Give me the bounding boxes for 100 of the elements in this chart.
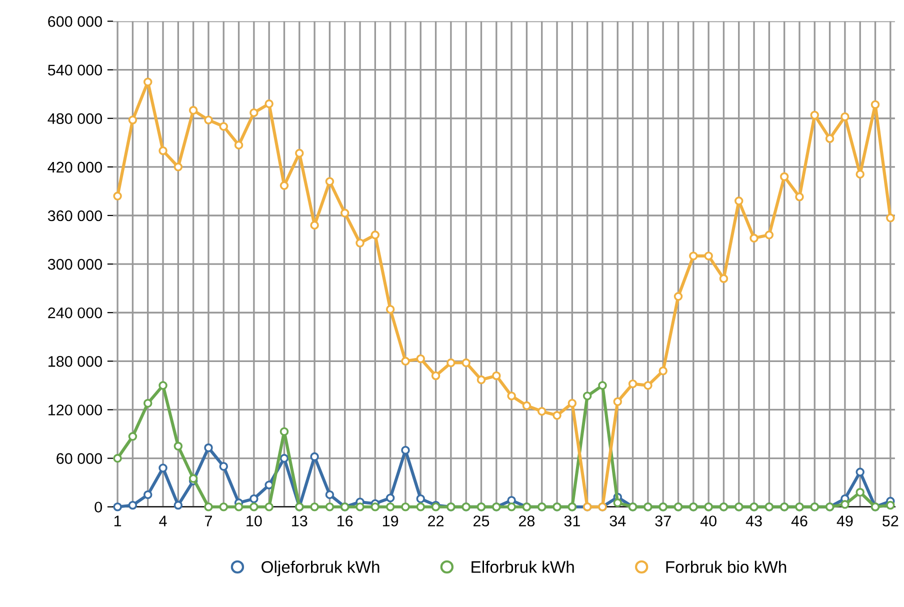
y-tick-label: 300 000 xyxy=(48,258,102,270)
point xyxy=(856,170,864,179)
point xyxy=(689,252,698,260)
point xyxy=(310,502,319,512)
point xyxy=(325,502,334,512)
point xyxy=(264,502,274,512)
point xyxy=(856,488,864,497)
point xyxy=(113,502,122,512)
point xyxy=(158,146,168,156)
legend-label: Forbruk bio kWh xyxy=(666,560,786,573)
point xyxy=(204,502,213,512)
y-tick-label: 420 000 xyxy=(48,162,102,173)
point xyxy=(204,443,213,452)
point xyxy=(204,116,213,124)
point xyxy=(325,490,334,500)
point xyxy=(886,214,895,222)
point xyxy=(143,490,152,500)
point xyxy=(310,452,319,462)
point xyxy=(386,304,395,314)
point xyxy=(552,411,562,420)
point xyxy=(658,366,668,376)
point xyxy=(295,148,304,158)
point xyxy=(174,162,183,172)
point xyxy=(825,134,834,143)
point xyxy=(537,406,546,416)
x-tick-label: 25 xyxy=(474,516,490,526)
point xyxy=(401,446,410,455)
point xyxy=(870,100,880,109)
y-tick-label: 120 000 xyxy=(48,404,102,416)
x-tick-label: 19 xyxy=(382,516,398,526)
point xyxy=(219,462,228,471)
point xyxy=(462,358,470,368)
point xyxy=(219,502,228,512)
point xyxy=(446,358,456,368)
point xyxy=(340,208,350,218)
y-tick-label: 360 000 xyxy=(48,210,102,222)
point xyxy=(856,468,864,476)
legend-label: Oljeforbruk kWh xyxy=(262,560,380,576)
x-tick-label: 34 xyxy=(610,516,626,526)
point xyxy=(113,454,122,463)
point xyxy=(356,238,364,248)
point xyxy=(750,234,758,243)
point xyxy=(795,192,804,202)
point xyxy=(416,354,426,364)
point xyxy=(674,292,683,301)
y-tick-label: 240 000 xyxy=(48,307,102,318)
point xyxy=(188,106,198,115)
point xyxy=(734,196,744,206)
point xyxy=(234,140,244,150)
point xyxy=(386,502,395,512)
point xyxy=(113,192,122,200)
point xyxy=(431,371,440,380)
point xyxy=(476,375,486,384)
point xyxy=(507,392,516,400)
x-tick-label: 31 xyxy=(564,516,580,526)
x-tick-label: 1 xyxy=(114,516,122,526)
x-tick-label: 4 xyxy=(159,516,167,526)
point xyxy=(370,502,380,512)
point xyxy=(310,220,319,230)
point xyxy=(492,371,501,380)
point xyxy=(188,474,198,483)
x-tick-label: 37 xyxy=(655,516,671,526)
point xyxy=(174,500,183,510)
y-tick-label: 0 xyxy=(94,502,102,513)
point xyxy=(143,398,152,408)
point xyxy=(522,401,532,410)
point xyxy=(250,108,258,118)
point xyxy=(507,502,516,512)
point xyxy=(780,172,789,182)
point xyxy=(234,502,244,512)
point xyxy=(644,381,652,390)
point xyxy=(143,78,152,86)
point xyxy=(264,99,274,108)
point xyxy=(598,381,607,390)
y-tick-label: 60 000 xyxy=(56,453,102,464)
x-tick-label: 49 xyxy=(836,516,853,526)
point xyxy=(250,494,258,504)
point xyxy=(128,116,138,124)
point xyxy=(356,502,364,512)
point xyxy=(628,379,638,388)
point xyxy=(325,177,334,186)
point xyxy=(613,397,622,406)
point xyxy=(250,502,258,512)
point xyxy=(416,502,426,512)
point xyxy=(764,230,774,240)
point xyxy=(810,110,820,120)
point xyxy=(401,356,410,366)
point xyxy=(568,398,577,408)
point xyxy=(416,494,426,504)
x-tick-label: 52 xyxy=(882,516,898,526)
point xyxy=(719,274,728,283)
point xyxy=(158,381,168,390)
legend-label: Elforbruk kWh xyxy=(472,560,574,573)
point xyxy=(886,500,895,510)
x-tick-label: 43 xyxy=(746,516,762,526)
point xyxy=(613,498,622,508)
point xyxy=(704,252,713,260)
y-tick-label: 600 000 xyxy=(48,16,102,27)
point xyxy=(840,112,850,122)
point xyxy=(840,500,850,509)
